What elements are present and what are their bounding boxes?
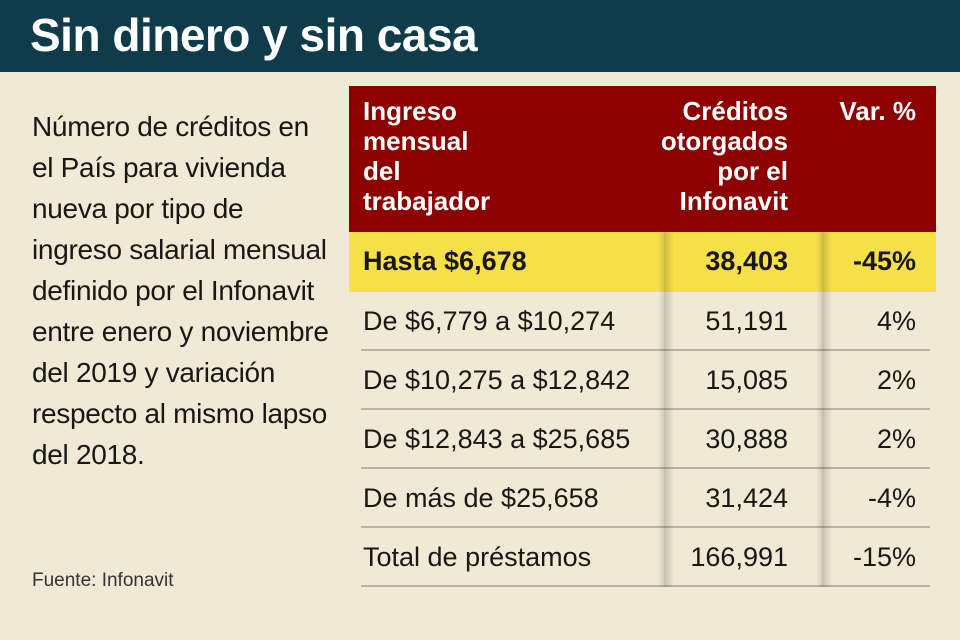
header-income: Ingreso mensual del trabajador bbox=[363, 96, 491, 216]
row-label: De $12,843 a $25,685 bbox=[363, 424, 631, 454]
row-variation: -15% bbox=[852, 542, 916, 572]
column-divider bbox=[822, 232, 832, 587]
header-credits: Créditos otorgados por el Infonavit bbox=[660, 96, 788, 216]
row-credits: 15,085 bbox=[705, 365, 788, 395]
description: Número de créditos en el País para vivie… bbox=[32, 111, 329, 470]
title-bar: Sin dinero y sin casa bbox=[0, 0, 960, 72]
row-variation: -45% bbox=[852, 246, 916, 276]
row-variation: 2% bbox=[876, 365, 916, 395]
row-label: Hasta $6,678 bbox=[363, 246, 527, 276]
header-variation: Var. % bbox=[839, 96, 916, 126]
credits-table: Ingreso mensual del trabajador Créditos … bbox=[349, 86, 936, 587]
row-divider bbox=[361, 585, 930, 587]
row-credits: 38,403 bbox=[705, 246, 788, 276]
column-divider-shadow bbox=[816, 232, 822, 587]
row-divider bbox=[361, 408, 930, 410]
column-divider-shadow bbox=[658, 232, 664, 587]
column-divider bbox=[664, 232, 674, 587]
row-divider bbox=[361, 349, 930, 351]
row-divider bbox=[361, 526, 930, 528]
table-row: De más de $25,658 31,424 -4% bbox=[349, 469, 936, 528]
row-credits: 51,191 bbox=[705, 306, 788, 336]
row-credits: 31,424 bbox=[705, 483, 788, 513]
row-label: De $6,779 a $10,274 bbox=[363, 306, 616, 336]
row-label: Total de préstamos bbox=[363, 542, 592, 572]
row-variation: 4% bbox=[876, 306, 916, 336]
row-credits: 30,888 bbox=[705, 424, 788, 454]
row-variation: 2% bbox=[876, 424, 916, 454]
table-row: Total de préstamos 166,991 -15% bbox=[349, 528, 936, 587]
table-row: De $6,779 a $10,274 51,191 4% bbox=[349, 292, 936, 351]
table-row: De $10,275 a $12,842 15,085 2% bbox=[349, 351, 936, 410]
source-note: Fuente: Infonavit bbox=[32, 570, 174, 591]
row-variation: -4% bbox=[867, 483, 916, 513]
row-label: De más de $25,658 bbox=[363, 483, 599, 513]
row-label: De $10,275 a $12,842 bbox=[363, 365, 631, 395]
table-header: Ingreso mensual del trabajador Créditos … bbox=[349, 86, 936, 232]
table-row: De $12,843 a $25,685 30,888 2% bbox=[349, 410, 936, 469]
table-row-highlighted: Hasta $6,678 38,403 -45% bbox=[349, 232, 936, 292]
row-credits: 166,991 bbox=[690, 542, 788, 572]
page-title: Sin dinero y sin casa bbox=[30, 9, 478, 61]
row-divider bbox=[361, 467, 930, 469]
